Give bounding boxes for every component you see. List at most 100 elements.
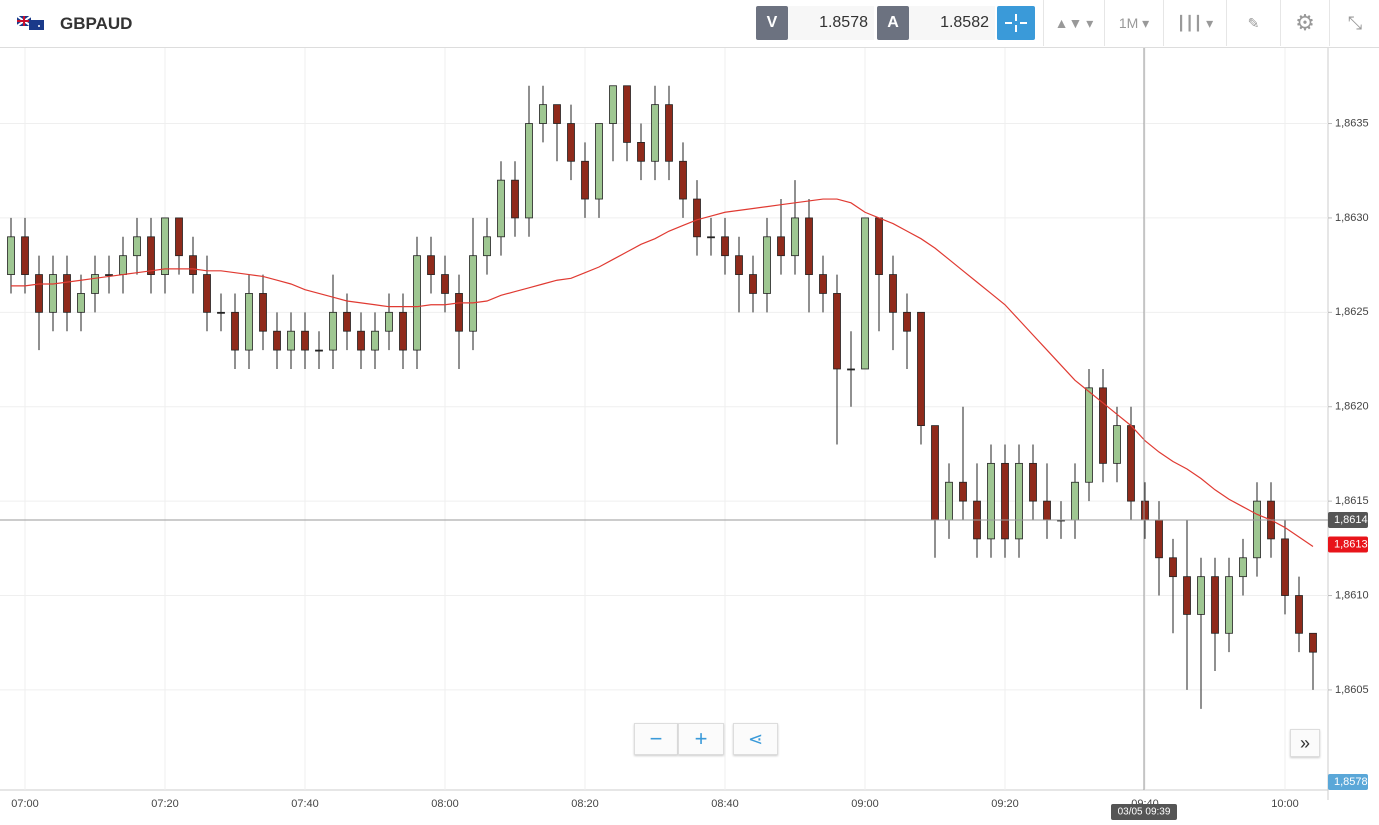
candle-body	[1281, 538, 1289, 596]
y-tick-label: 1,8625	[1335, 306, 1369, 318]
candle-body	[553, 104, 561, 124]
candle-body	[511, 179, 519, 219]
candle-body	[791, 217, 799, 257]
candle-body	[175, 217, 183, 257]
x-tick-label: 07:00	[11, 798, 39, 810]
candle-body	[1225, 576, 1233, 634]
moving-average	[11, 198, 1314, 547]
fullscreen-button[interactable]: ⤡	[1329, 0, 1379, 46]
candle-body	[777, 236, 785, 257]
candle-body	[63, 274, 71, 313]
candle-body	[609, 85, 617, 124]
candle-body	[847, 368, 855, 371]
candle-body	[525, 123, 533, 219]
candle-body	[77, 293, 85, 313]
candle-body	[1043, 500, 1051, 521]
candle-body	[105, 274, 113, 276]
bid-price: 1.8578	[788, 6, 874, 40]
candle-body	[1085, 387, 1093, 483]
candle-body	[735, 255, 743, 275]
candle-body	[875, 217, 883, 275]
candle-body	[581, 160, 589, 200]
x-tick-label: 08:00	[431, 798, 459, 810]
y-tick-label: 1,8610	[1335, 589, 1369, 601]
candle-body	[357, 330, 365, 351]
candle-body	[679, 160, 687, 200]
candle-body	[1113, 425, 1121, 464]
candle-body	[623, 85, 631, 143]
candle-body	[469, 255, 477, 332]
candle-body	[1253, 500, 1261, 559]
zoom-out[interactable]: −	[634, 723, 678, 755]
candle-body	[1295, 595, 1303, 634]
chart-type-button[interactable]: ┃┃┃ ▾	[1163, 0, 1226, 46]
settings-button[interactable]: ⚙	[1280, 0, 1329, 46]
candle-body	[833, 293, 841, 370]
candle-body	[287, 330, 295, 351]
candle-body	[301, 330, 309, 351]
bid-marker: 1,8578	[1334, 776, 1368, 788]
candle-body	[427, 255, 435, 275]
x-tick-label: 09:20	[991, 798, 1019, 810]
candle-body	[665, 104, 673, 162]
candle-body	[315, 349, 323, 352]
candle-body	[1029, 462, 1037, 502]
candle-body	[889, 274, 897, 313]
candle-body	[161, 217, 169, 275]
zoom-in[interactable]: +	[678, 723, 724, 755]
candle-body	[497, 179, 505, 238]
candle-body	[203, 274, 211, 313]
candle-body	[231, 311, 239, 351]
candle-body	[749, 274, 757, 294]
toolbar: GBPAUD V 1.8578 A 1.8582 ▲▼ ▾ 1M ▾ ┃┃┃ ▾…	[0, 0, 1379, 48]
candle-body	[1309, 632, 1317, 653]
candle-body	[1127, 425, 1135, 502]
indicators-button[interactable]: ▲▼ ▾	[1043, 0, 1104, 46]
last-price-tag	[1328, 536, 1368, 553]
candle-body	[1211, 576, 1219, 634]
candle-body	[35, 274, 43, 313]
y-tick-label: 1,8605	[1335, 684, 1369, 696]
y-tick-label: 1,8620	[1335, 401, 1369, 413]
candle-body	[189, 255, 197, 275]
candle-body	[455, 293, 463, 332]
draw-button[interactable]: ✎	[1226, 0, 1280, 46]
bid-button[interactable]: V	[756, 6, 788, 40]
candle-body	[217, 311, 225, 314]
candle-body	[399, 311, 407, 351]
x-tick-label: 08:20	[571, 798, 599, 810]
candle-body	[721, 236, 729, 257]
candle-body	[1141, 500, 1149, 521]
candle-body	[483, 236, 491, 257]
ask-price: 1.8582	[909, 6, 995, 40]
time-tag	[1111, 804, 1177, 820]
timeframe: 1M	[1118, 15, 1139, 31]
candle-body	[259, 293, 267, 332]
candle-body	[245, 293, 253, 351]
candle-body	[595, 123, 603, 200]
plot-area	[0, 48, 1328, 790]
last-price: 1,8613	[1334, 538, 1368, 550]
candle-body	[1099, 387, 1107, 464]
share[interactable]: ⋖	[733, 723, 778, 755]
timeframe-button[interactable]: 1M ▾	[1104, 0, 1163, 46]
candle-body	[133, 236, 141, 257]
crosshair-button[interactable]	[997, 6, 1035, 40]
ask-button[interactable]: A	[877, 6, 909, 40]
x-tick-label: 08:40	[711, 798, 739, 810]
candle-body	[441, 274, 449, 294]
bid-tag	[1328, 774, 1368, 790]
x-tick-label: 07:40	[291, 798, 319, 810]
candle-body	[931, 425, 939, 521]
candle-body	[119, 255, 127, 275]
scroll-right[interactable]: »	[1290, 729, 1320, 757]
y-tick-label: 1,8630	[1335, 212, 1369, 224]
candle-body	[987, 462, 995, 540]
candle-body	[1071, 481, 1079, 521]
y-tick-label: 1,8615	[1335, 495, 1369, 507]
symbol: GBPAUD	[60, 14, 133, 33]
candle-body	[1001, 462, 1009, 540]
x-tick-label: 09:00	[851, 798, 879, 810]
